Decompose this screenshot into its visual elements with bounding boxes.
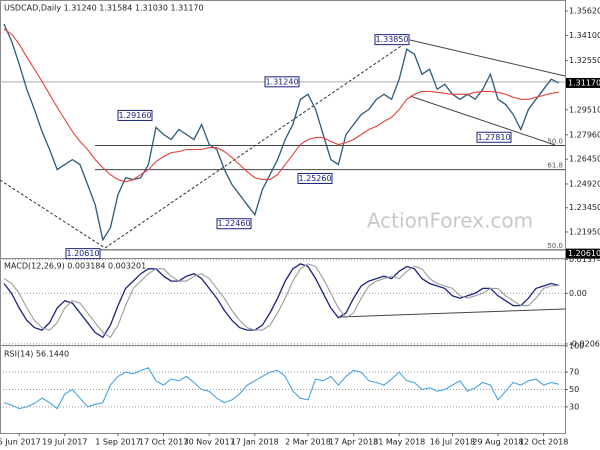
y-tick-label: 1.29510: [569, 105, 600, 114]
y-tick-label: 1.21950: [569, 227, 600, 236]
annotation-box: [374, 34, 410, 46]
y-tick-label: -0.020652: [569, 339, 600, 348]
annotation-label: 1.25260: [298, 174, 331, 183]
x-tick-label: 30 Nov 2017: [184, 438, 235, 447]
price-label: 1.20610: [568, 249, 600, 258]
level-label: 50.0: [547, 138, 563, 146]
annotation-box: [117, 109, 153, 121]
y-tick-label: 1.35620: [569, 7, 600, 16]
y-tick-label: 1.26450: [569, 155, 600, 164]
trend-line: [0, 179, 106, 249]
price-label: 1.31170: [568, 78, 600, 87]
series-line: [3, 367, 559, 410]
y-tick-label: 0.00: [569, 289, 587, 298]
annotation-box: [65, 248, 101, 260]
annotation-box: [264, 76, 300, 88]
y-tick-label: 1.32550: [569, 56, 600, 65]
y-tick-label: 100: [569, 342, 584, 351]
annotation-label: 1.33850: [375, 35, 408, 44]
series-line: [3, 263, 559, 339]
annotation-box: [476, 131, 512, 143]
y-tick-label: 1.34100: [569, 31, 600, 40]
y-tick-label: 1.23450: [569, 203, 600, 212]
x-tick-label: 16 Jul 2018: [430, 438, 475, 447]
x-tick-label: 31 May 2018: [373, 438, 425, 447]
annotation-label: 1.29160: [118, 111, 151, 120]
series-line: [3, 28, 559, 183]
y-tick-label: 1.24920: [569, 179, 600, 188]
annotation-label: 1.22460: [217, 219, 250, 228]
x-tick-label: 17 Oct 2017: [139, 438, 188, 447]
channel-line: [409, 95, 556, 146]
annotation-label: 1.27810: [477, 133, 510, 142]
x-tick-label: 12 Oct 2018: [519, 438, 568, 447]
y-tick-label: 30: [569, 402, 579, 411]
y-tick-label: 0.01374: [569, 255, 600, 264]
price-label-box: [566, 248, 600, 259]
series-line: [3, 263, 559, 339]
x-tick-label: 17 Apr 2018: [329, 438, 378, 447]
macd-trend-line: [339, 308, 566, 318]
channel-line: [409, 39, 566, 77]
rsi-title: RSI(14) 56.1440: [4, 350, 69, 359]
x-tick-label: 2 Mar 2018: [285, 438, 331, 447]
macd-title: MACD(12,26,9) 0.003184 0.003201: [4, 262, 146, 271]
y-tick-label: 1.27960: [569, 130, 600, 139]
y-tick-label: 50: [569, 385, 579, 394]
annotation-label: 1.31240: [265, 77, 298, 86]
x-tick-label: 1 Sep 2017: [95, 438, 141, 447]
x-tick-label: 17 Jan 2018: [231, 438, 279, 447]
annotation-box: [216, 218, 252, 230]
y-tick-label: 70: [569, 368, 579, 377]
annotation-box: [297, 172, 333, 184]
series-line: [3, 23, 560, 242]
trend-line: [104, 39, 411, 249]
price-label-box: [566, 77, 600, 88]
annotation-label: 1.20610: [66, 249, 99, 258]
watermark: ActionForex.com: [367, 209, 533, 233]
level-label: 50.0: [547, 242, 563, 250]
price-title: USDCAD,Daily 1.31240 1.31584 1.31030 1.3…: [4, 4, 204, 13]
x-tick-label: 19 Jul 2017: [42, 438, 87, 447]
level-label: 61.8: [547, 162, 563, 170]
x-tick-label: 5 Jun 2017: [0, 438, 41, 447]
x-tick-label: 29 Aug 2018: [472, 438, 523, 447]
